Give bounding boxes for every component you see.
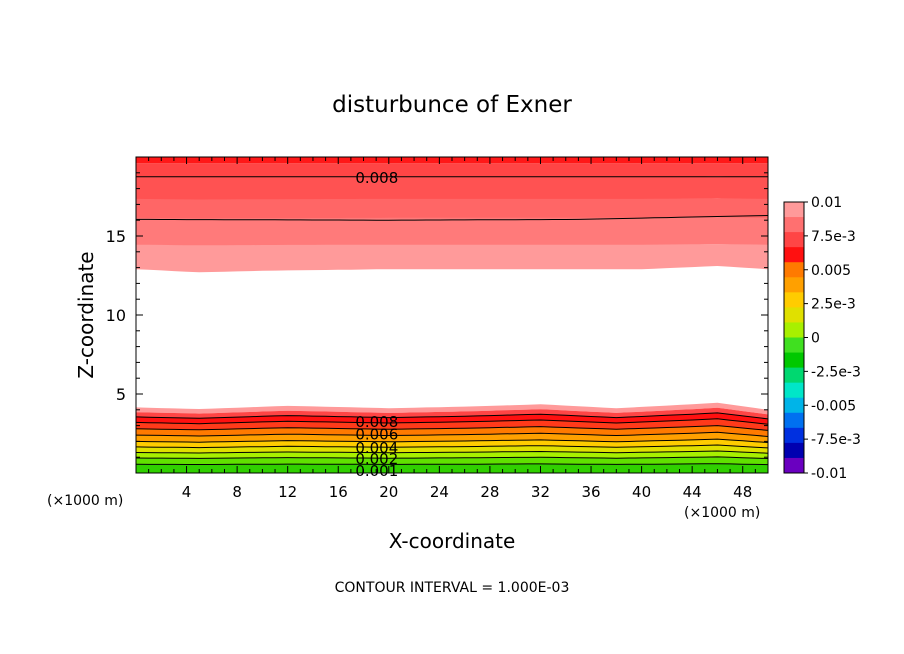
x-tick-label: 8 <box>232 483 242 501</box>
colorbar-label: 2.5e-3 <box>811 297 856 313</box>
colorbar-label: -0.01 <box>811 466 847 482</box>
x-tick-label: 44 <box>683 483 702 501</box>
x-unit-right: (×1000 m) <box>684 505 760 521</box>
upper-band-fill <box>136 198 768 220</box>
lower-contour-line <box>135 444 769 449</box>
lower-contour-line <box>135 463 769 466</box>
x-tick-label: 20 <box>379 483 398 501</box>
x-tick-label: 48 <box>733 483 752 501</box>
upper-band-fill <box>136 163 768 179</box>
x-tick-label: 32 <box>531 483 550 501</box>
x-axis-label: X-coordinate <box>389 529 516 553</box>
lower-contour-line <box>135 425 769 431</box>
upper-contour-line <box>136 215 769 221</box>
colorbar-label: 0.01 <box>811 195 842 211</box>
y-tick-label: 15 <box>106 227 126 246</box>
colorbar-swatch <box>784 292 804 308</box>
colorbar-label: 0 <box>811 331 820 347</box>
lower-contour-line <box>135 412 769 420</box>
contour-label: 0.004 <box>355 439 398 457</box>
colorbar-swatch <box>784 352 804 369</box>
colorbar-swatch <box>784 457 804 474</box>
colorbar-swatch <box>784 442 804 459</box>
lower-contour-line <box>135 431 769 437</box>
colorbar-swatch <box>784 322 804 338</box>
lower-contour-line <box>135 438 769 443</box>
colorbar-label: -2.5e-3 <box>811 364 861 380</box>
lower-band-fill <box>136 445 768 454</box>
contour-label: 0.002 <box>355 450 398 468</box>
lower-band-fill <box>136 432 768 443</box>
x-tick-label: 24 <box>430 483 449 501</box>
colorbar-swatch <box>784 412 804 429</box>
colorbar-swatch <box>784 202 804 218</box>
colorbar-swatch <box>784 337 804 354</box>
x-tick-label: 28 <box>480 483 499 501</box>
colorbar-swatch <box>784 382 804 399</box>
contour-interval-note: CONTOUR INTERVAL = 1.000E-03 <box>335 580 570 596</box>
colorbar-swatch <box>784 277 804 293</box>
chart-title: disturbunce of Exner <box>332 92 572 118</box>
contour-label: 0.008 <box>355 413 398 431</box>
x-tick-label: 36 <box>581 483 600 501</box>
colorbar-label: -0.005 <box>811 398 856 414</box>
lower-contour-line <box>135 418 769 425</box>
x-tick-label: 12 <box>278 483 297 501</box>
colorbar-label: 7.5e-3 <box>811 229 856 245</box>
upper-band-fill <box>136 176 768 201</box>
colorbar-swatch <box>784 397 804 414</box>
colorbar-swatch <box>784 367 804 384</box>
colorbar: 0.01 7.5e-3 0.005 2.5e-3 0 -2.5e-3 -0.005 -7.5e… <box>783 195 861 482</box>
colorbar-label: 0.005 <box>811 263 851 279</box>
y-tick-label: 10 <box>106 306 126 325</box>
lower-contour-line <box>135 450 769 454</box>
colorbar-swatch <box>784 307 804 323</box>
lower-band-fill <box>136 402 768 415</box>
lower-contour-line <box>135 456 769 459</box>
x-unit-left: (×1000 m) <box>47 493 123 509</box>
contour-label: 0.006 <box>355 426 398 444</box>
colorbar-label: -7.5e-3 <box>811 432 861 448</box>
lower-band-fill <box>136 439 768 448</box>
lower-band-fill <box>136 407 768 419</box>
upper-band-fill <box>136 217 768 247</box>
contour-label: 0.001 <box>355 462 398 480</box>
lower-band-fill <box>136 463 768 473</box>
contour-label: 0.008 <box>355 169 398 187</box>
colorbar-swatch <box>784 217 804 233</box>
colorbar-swatch <box>784 247 804 263</box>
y-axis-label: Z-coordinate <box>74 251 98 378</box>
x-tick-label: 16 <box>329 483 348 501</box>
colorbar-swatch <box>784 232 804 248</box>
x-tick-label: 40 <box>632 483 651 501</box>
x-tick-label: 4 <box>182 483 192 501</box>
colorbar-swatch <box>784 262 804 278</box>
lower-band-fill <box>136 456 768 465</box>
y-tick-label: 5 <box>116 385 126 404</box>
upper-band-fill <box>136 244 768 273</box>
colorbar-swatch <box>784 427 804 444</box>
